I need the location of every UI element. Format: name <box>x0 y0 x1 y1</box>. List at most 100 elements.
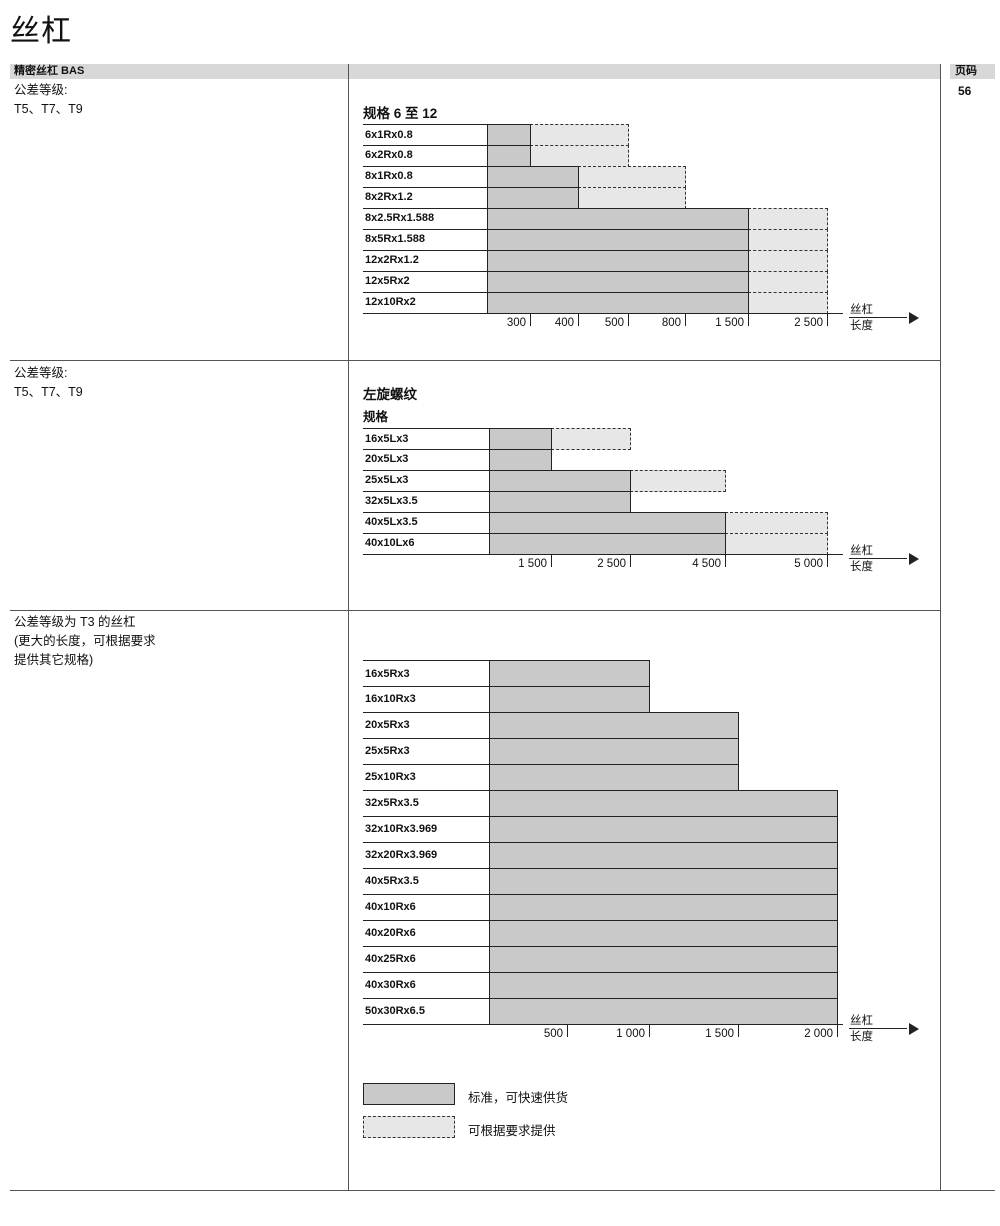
axis-tick-label: 500 <box>604 317 624 329</box>
row-label: 25x5Rx3 <box>363 738 489 765</box>
row-label: 8x2.5Rx1.588 <box>363 208 487 230</box>
axis-tick <box>649 1024 650 1037</box>
bar-standard <box>487 229 749 251</box>
axis-tick <box>837 1024 838 1037</box>
bar-on-request <box>748 208 828 230</box>
axis-tick-label: 500 <box>543 1028 563 1040</box>
tolerance-note-line: 公差等级: <box>14 83 68 97</box>
axis-tick <box>827 313 828 326</box>
bar-standard <box>487 208 749 230</box>
row-label: 16x5Lx3 <box>363 428 489 450</box>
section-header-bar: 精密丝杠 BAS <box>10 64 940 79</box>
tolerance-note-line: T5、T7、T9 <box>14 102 83 116</box>
axis-label-length: 长度 <box>850 561 873 573</box>
page-title: 丝杠 <box>10 15 72 48</box>
tolerance-note-line: (更大的长度，可根据要求 <box>14 634 156 648</box>
bar-standard <box>489 533 726 555</box>
axis-tick <box>578 313 579 326</box>
axis-label-length: 长度 <box>850 320 873 332</box>
page-number-value: 56 <box>958 84 972 98</box>
row-label: 40x5Lx3.5 <box>363 512 489 534</box>
bar-standard <box>489 894 838 921</box>
bar-on-request <box>725 512 828 534</box>
tolerance-note-line: T5、T7、T9 <box>14 385 83 399</box>
axis-tick-label: 2 500 <box>794 317 823 329</box>
axis-tick <box>827 554 828 567</box>
tolerance-note-section-2: 公差等级: T5、T7、T9 <box>14 364 83 402</box>
axis-tick-label: 2 000 <box>804 1028 833 1040</box>
axis-tick-label: 1 500 <box>705 1028 734 1040</box>
bar-on-request <box>748 229 828 251</box>
bar-standard <box>489 660 650 687</box>
row-label: 16x10Rx3 <box>363 686 489 713</box>
bar-standard <box>489 816 838 843</box>
bar-standard <box>489 428 552 450</box>
row-label: 32x5Rx3.5 <box>363 790 489 817</box>
row-label: 25x10Rx3 <box>363 764 489 791</box>
bar-standard <box>489 470 631 492</box>
axis-label-screw: 丝杠 <box>849 303 919 324</box>
axis-label-length: 长度 <box>850 1031 873 1043</box>
axis-tick <box>628 313 629 326</box>
divider-vertical-right <box>940 64 941 1190</box>
row-label: 20x5Lx3 <box>363 449 489 471</box>
axis-tick-label: 1 000 <box>616 1028 645 1040</box>
chart2-title: 左旋螺纹 <box>363 387 417 402</box>
bar-standard <box>489 946 838 973</box>
legend-standard-label: 标准，可快速供货 <box>468 1091 569 1105</box>
bar-standard <box>487 292 749 314</box>
tolerance-note-line: 提供其它规格) <box>14 653 94 667</box>
row-label: 40x20Rx6 <box>363 920 489 947</box>
bar-standard <box>487 166 579 188</box>
axis-tick <box>530 313 531 326</box>
bar-standard <box>489 764 739 791</box>
row-label: 6x2Rx0.8 <box>363 145 487 167</box>
bar-standard <box>487 250 749 272</box>
row-label: 40x25Rx6 <box>363 946 489 973</box>
axis-tick <box>725 554 726 567</box>
axis-tick <box>685 313 686 326</box>
length-axis <box>363 313 843 314</box>
axis-tick-label: 1 500 <box>518 558 547 570</box>
chart2-subtitle: 规格 <box>363 410 389 424</box>
tolerance-note-section-3: 公差等级为 T3 的丝杠 (更大的长度，可根据要求 提供其它规格) <box>14 613 156 670</box>
bar-on-request <box>578 187 686 209</box>
length-axis-label: 丝杠 长度 <box>849 1014 919 1044</box>
arrow-right-icon <box>909 553 919 565</box>
legend-standard-swatch <box>363 1083 455 1105</box>
tolerance-note-line: 公差等级: <box>14 366 68 380</box>
axis-tick-label: 5 000 <box>794 558 823 570</box>
row-label: 8x5Rx1.588 <box>363 229 487 251</box>
bar-standard <box>489 842 838 869</box>
bar-standard <box>487 124 531 146</box>
bar-standard <box>487 271 749 293</box>
bar-standard <box>489 686 650 713</box>
divider-vertical-left <box>348 64 349 1190</box>
bar-on-request <box>551 428 631 450</box>
axis-label-screw: 丝杠 <box>849 544 919 565</box>
page-number-label: 页码 <box>955 65 977 77</box>
axis-tick-label: 2 500 <box>597 558 626 570</box>
axis-tick-label: 1 500 <box>715 317 744 329</box>
divider-bottom <box>10 1190 995 1191</box>
chart1-title: 规格 6 至 12 <box>363 106 438 121</box>
bar-standard <box>489 491 631 513</box>
length-axis <box>363 554 843 555</box>
bar-standard <box>489 712 739 739</box>
arrow-right-icon <box>909 312 919 324</box>
bar-on-request <box>630 470 726 492</box>
axis-tick-label: 400 <box>554 317 574 329</box>
length-axis-label: 丝杠 长度 <box>849 544 919 574</box>
bar-standard <box>489 790 838 817</box>
bar-standard <box>489 449 552 471</box>
bar-standard <box>489 998 838 1025</box>
bar-on-request <box>748 292 828 314</box>
bar-standard <box>487 145 531 167</box>
bar-on-request <box>748 250 828 272</box>
bar-standard <box>489 972 838 999</box>
row-label: 8x2Rx1.2 <box>363 187 487 209</box>
row-label: 12x5Rx2 <box>363 271 487 293</box>
bar-on-request <box>530 124 629 146</box>
row-label: 32x10Rx3.969 <box>363 816 489 843</box>
